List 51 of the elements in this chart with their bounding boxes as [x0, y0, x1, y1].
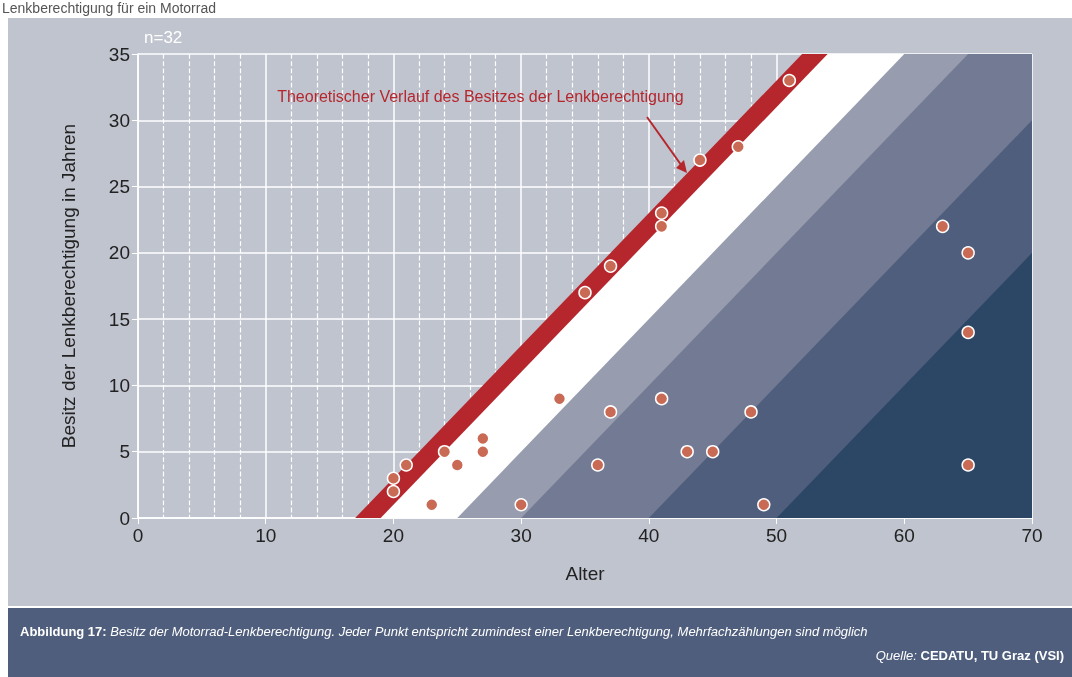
point — [386, 484, 401, 499]
text: n=32 — [144, 28, 183, 48]
point — [744, 405, 758, 419]
point — [705, 444, 720, 459]
x-tick-label: 30 — [510, 525, 532, 546]
y-tick-label: 25 — [108, 176, 130, 198]
point — [654, 219, 669, 234]
point — [552, 391, 567, 406]
y-tick-label: 10 — [108, 374, 130, 396]
point — [514, 498, 528, 512]
point — [961, 458, 975, 472]
y-tick-label: 20 — [108, 242, 130, 264]
point — [782, 73, 797, 88]
x-tick-label: 0 — [132, 525, 144, 546]
point — [961, 325, 975, 340]
point — [654, 391, 669, 406]
point — [693, 153, 707, 167]
x-axis-title: Alter — [565, 563, 606, 584]
x-tick-label: 20 — [382, 525, 404, 546]
y-tick-label: 30 — [108, 109, 130, 131]
point — [603, 405, 618, 419]
point — [731, 140, 746, 154]
point — [603, 259, 618, 273]
point — [680, 444, 694, 459]
point — [654, 206, 669, 220]
point — [935, 219, 950, 234]
y-axis-title: Besitz der Lenkberechtigung in Jahren — [58, 123, 79, 449]
point — [578, 285, 592, 300]
y-tick-label: 5 — [119, 441, 130, 463]
y-tick-label: 0 — [119, 507, 130, 529]
point — [591, 458, 605, 472]
text: Abbildung 17: Besitz der Motorrad-Lenkberechtigung. Jeder Punkt entspricht zumindest einer Lenkberechtigung, Mehrfachzählungen sind möglich — [20, 624, 868, 639]
point — [425, 498, 439, 512]
point — [399, 458, 413, 472]
point — [476, 444, 490, 459]
x-tick-label: 60 — [893, 525, 915, 546]
point — [961, 246, 975, 260]
point — [450, 458, 465, 472]
point — [476, 431, 490, 446]
x-tick-label: 50 — [766, 525, 788, 546]
x-tick-label: 70 — [1021, 525, 1043, 546]
annotation: Theoretischer Verlauf des Besitzes der Lenkberechtigung — [277, 88, 684, 107]
y-tick-label: 15 — [108, 308, 130, 330]
chart-title: Lenkberechtigung für ein Motorrad — [2, 0, 217, 17]
y-tick-label: 35 — [108, 43, 130, 65]
x-tick-label: 10 — [255, 525, 277, 546]
point — [386, 471, 401, 485]
point — [437, 444, 452, 459]
source-note: Quelle: CEDATU, TU Graz (VSI) — [875, 648, 1064, 663]
x-tick-label: 40 — [638, 525, 660, 546]
point — [757, 498, 771, 512]
